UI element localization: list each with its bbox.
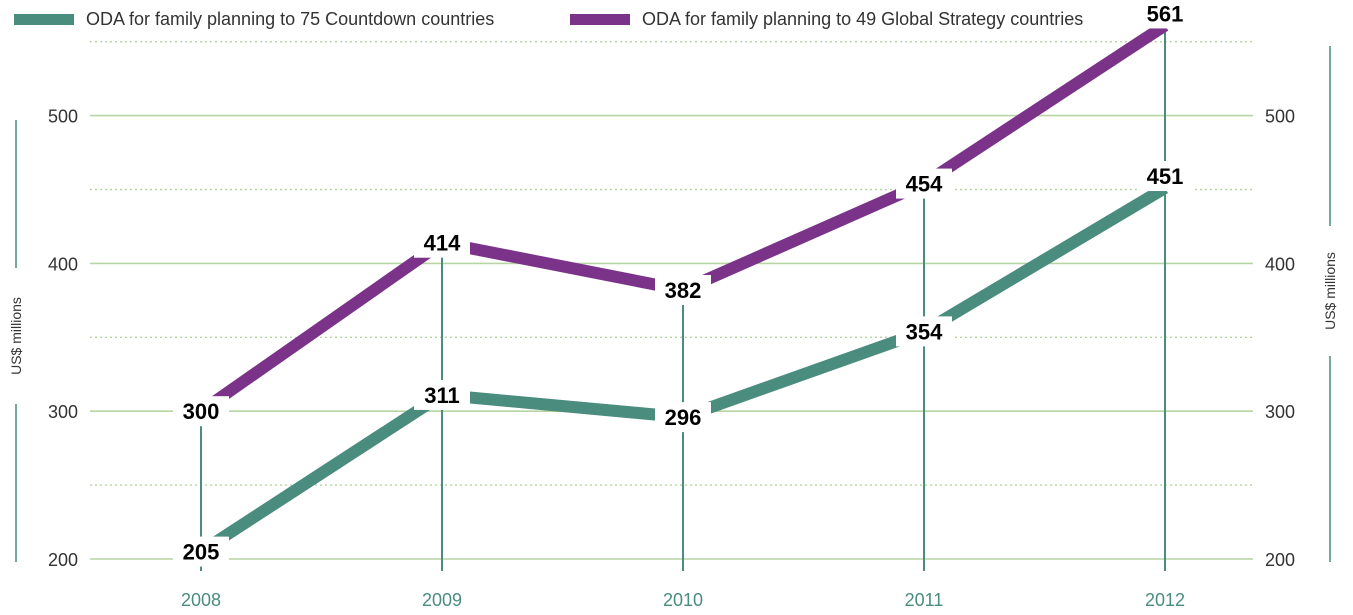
data-label-s1-2010: 296 xyxy=(665,405,702,430)
data-label-bg-s1-2010 xyxy=(655,402,711,433)
legend-label-countdown: ODA for family planning to 75 Countdown … xyxy=(86,9,495,29)
data-label-bg-s2-2010 xyxy=(655,275,711,306)
y-axis-label-left: US$ millions xyxy=(8,297,24,375)
y-tick-left-500: 500 xyxy=(48,107,78,127)
y-axis-ticks: 200 200 300 300 400 400 500 500 xyxy=(48,107,1295,570)
y-tick-left-400: 400 xyxy=(48,254,78,274)
x-axis-ticks: 2008 2009 2010 2011 2012 xyxy=(181,590,1185,610)
data-label-bg-s1-2009 xyxy=(414,379,470,410)
y-tick-left-300: 300 xyxy=(48,402,78,422)
data-label-s1-2012: 451 xyxy=(1147,164,1184,189)
x-tick-2012: 2012 xyxy=(1145,590,1185,610)
legend-item-global-strategy: ODA for family planning to 49 Global Str… xyxy=(570,6,1083,32)
data-label-s2-2008: 300 xyxy=(183,399,220,424)
x-tick-2010: 2010 xyxy=(663,590,703,610)
data-label-bg-s1-2011 xyxy=(896,316,952,347)
data-label-bg-s2-2008 xyxy=(173,396,229,427)
data-label-s1-2011: 354 xyxy=(906,319,943,344)
data-label-bg-s2-2011 xyxy=(896,168,952,199)
data-label-bg-s1-2012 xyxy=(1137,161,1193,192)
x-tick-2008: 2008 xyxy=(181,590,221,610)
axis-labels: US$ millions US$ millions xyxy=(8,46,1338,562)
data-label-s2-2010: 382 xyxy=(665,278,702,303)
data-label-s1-2009: 311 xyxy=(424,383,460,408)
y-axis-label-right: US$ millions xyxy=(1322,252,1338,330)
legend-swatch-global-strategy xyxy=(570,13,630,25)
data-label-s2-2009: 414 xyxy=(424,231,461,256)
y-tick-right-200: 200 xyxy=(1265,550,1295,570)
y-tick-right-300: 300 xyxy=(1265,402,1295,422)
legend-item-countdown: ODA for family planning to 75 Countdown … xyxy=(14,6,494,32)
data-label-bg-s2-2012 xyxy=(1137,0,1193,29)
y-tick-right-500: 500 xyxy=(1265,107,1295,127)
data-labels: 205 311 296 354 451 300 414 382 454 561 xyxy=(173,0,1193,567)
data-label-s2-2012: 561 xyxy=(1147,1,1184,26)
data-label-bg-s1-2008 xyxy=(173,536,229,567)
y-tick-left-200: 200 xyxy=(48,550,78,570)
legend-label-global-strategy: ODA for family planning to 49 Global Str… xyxy=(642,9,1084,29)
y-tick-right-400: 400 xyxy=(1265,254,1295,274)
data-label-s2-2011: 454 xyxy=(906,172,943,197)
legend-swatch-countdown xyxy=(14,13,74,25)
x-tick-2011: 2011 xyxy=(905,590,944,610)
x-tick-2009: 2009 xyxy=(422,590,462,610)
data-label-bg-s2-2009 xyxy=(414,227,470,258)
data-label-s1-2008: 205 xyxy=(183,540,220,565)
